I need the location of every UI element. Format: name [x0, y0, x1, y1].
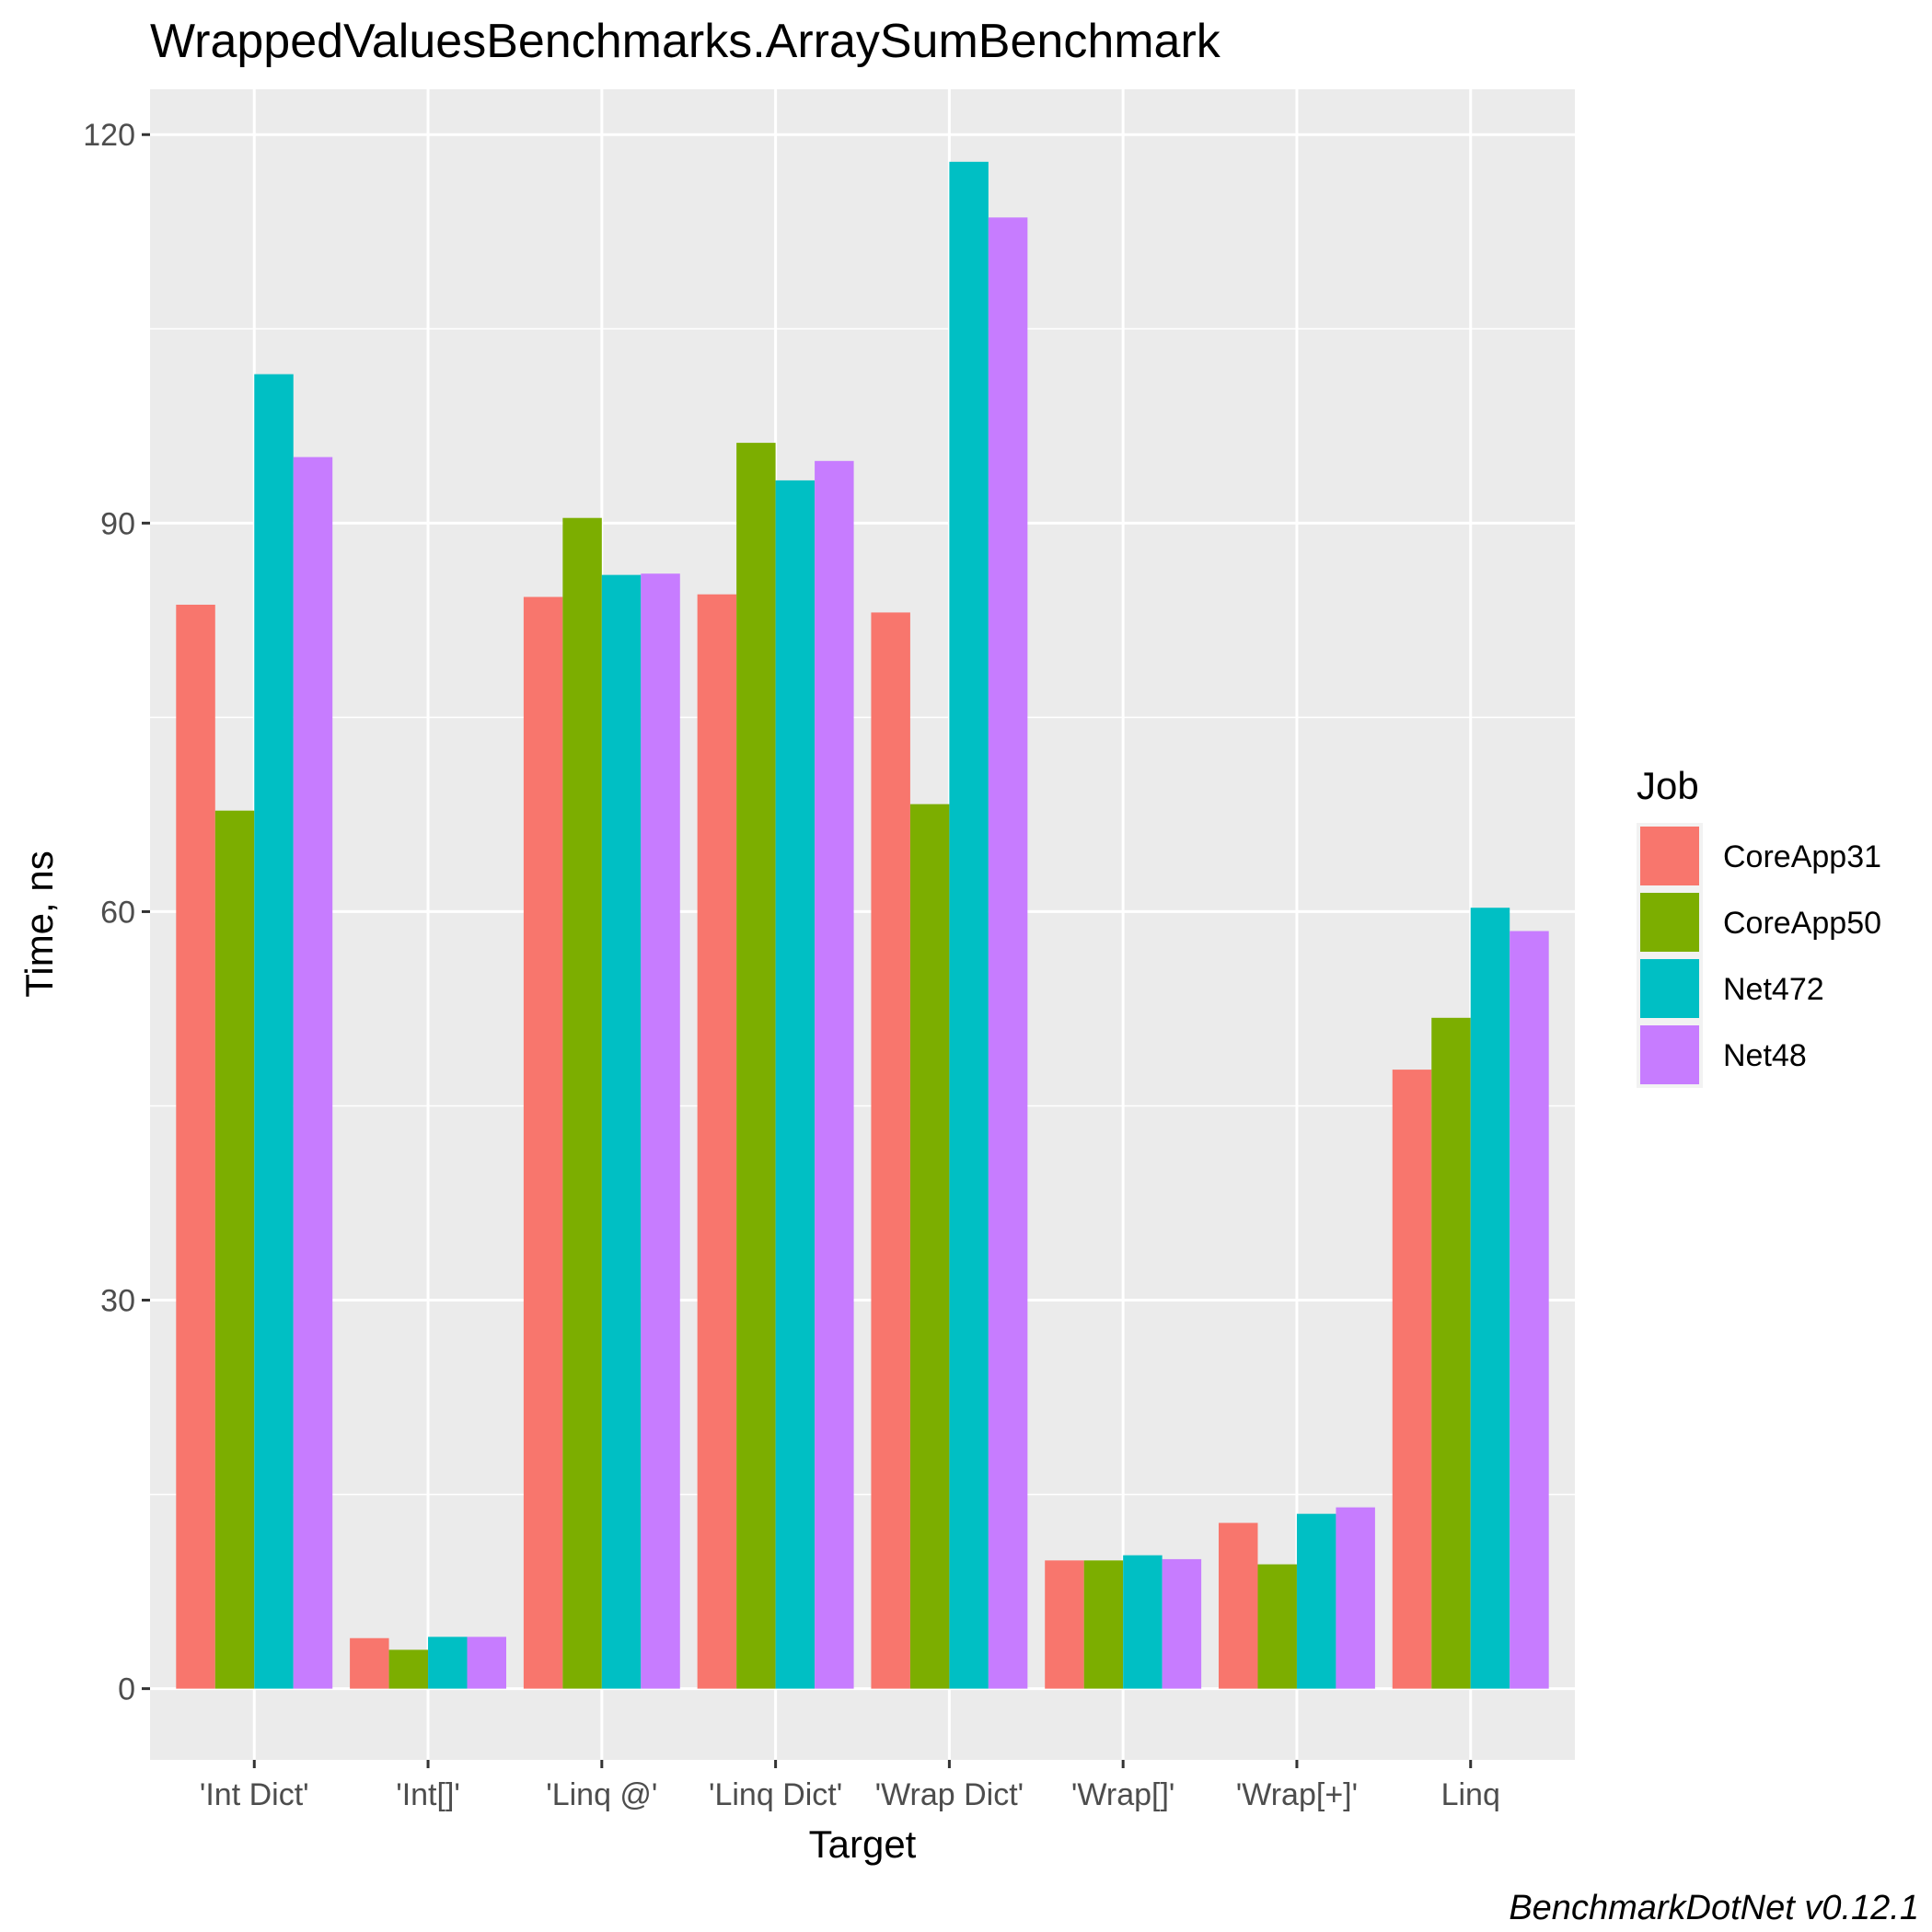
legend-swatch: [1640, 827, 1699, 885]
legend-label: Net472: [1723, 972, 1824, 1007]
bar: [1510, 931, 1549, 1689]
bar: [428, 1637, 468, 1689]
bar: [254, 374, 294, 1689]
bar: [1257, 1564, 1297, 1689]
bar: [523, 596, 563, 1689]
bar: [467, 1637, 506, 1689]
bar: [641, 573, 680, 1689]
bar: [1162, 1558, 1202, 1689]
chart-title: WrappedValuesBenchmarks.ArraySumBenchmar…: [150, 15, 1221, 68]
x-tick-label: 'Wrap[]': [1071, 1777, 1175, 1812]
bar: [350, 1637, 389, 1689]
bar: [1392, 1070, 1432, 1689]
bar: [388, 1649, 429, 1689]
plot-panel: [150, 89, 1575, 1760]
bars: [176, 161, 1549, 1689]
bar: [909, 804, 950, 1689]
legend-swatch: [1640, 893, 1699, 952]
x-axis-ticks: 'Int Dict' 'Int[]' 'Linq @' 'Linq Dict' 'Wra…: [200, 1760, 1500, 1812]
bar: [1470, 908, 1510, 1689]
legend-label: Net48: [1723, 1038, 1807, 1073]
bar: [988, 217, 1028, 1689]
bar: [736, 443, 776, 1689]
y-tick-label: 60: [100, 895, 135, 930]
legend-keys: CoreApp31 CoreApp50 Net472 Net48: [1637, 823, 1881, 1088]
x-axis-title: Target: [809, 1822, 917, 1866]
bar: [1336, 1507, 1375, 1689]
legend-label: CoreApp50: [1723, 906, 1881, 941]
bar: [1083, 1560, 1124, 1689]
bar: [775, 480, 816, 1689]
bar: [1045, 1560, 1084, 1689]
bar: [1296, 1513, 1336, 1689]
legend-swatch: [1640, 1025, 1699, 1084]
x-tick-label: 'Int Dict': [200, 1777, 309, 1812]
y-tick-label: 30: [100, 1284, 135, 1319]
legend-swatch: [1640, 959, 1699, 1018]
x-tick-label: 'Linq Dict': [709, 1777, 842, 1812]
bar: [601, 574, 642, 1689]
legend-title: Job: [1637, 764, 1699, 807]
bar: [949, 161, 989, 1689]
bar: [697, 594, 737, 1689]
bar: [1431, 1017, 1471, 1689]
y-tick-label: 90: [100, 506, 135, 541]
legend: Job CoreApp31 CoreApp50 Net472 Net48: [1637, 764, 1881, 1088]
bar: [214, 810, 255, 1689]
legend-label: CoreApp31: [1723, 839, 1881, 874]
y-axis-title: Time, ns: [17, 850, 61, 997]
bar: [293, 457, 333, 1689]
x-tick-label: 'Int[]': [396, 1777, 460, 1812]
y-tick-label: 120: [83, 118, 135, 153]
bar: [815, 460, 854, 1689]
x-tick-label: 'Wrap[+]': [1236, 1777, 1358, 1812]
bar: [176, 604, 215, 1689]
bar: [1123, 1555, 1163, 1689]
y-axis-ticks: 0 30 60 90 120: [83, 118, 150, 1707]
x-tick-label: 'Linq @': [546, 1777, 657, 1812]
minor-gridlines: [150, 328, 1575, 1496]
x-tick-label: 'Wrap Dict': [875, 1777, 1024, 1812]
y-tick-label: 0: [118, 1672, 135, 1707]
bar: [562, 517, 602, 1689]
bar: [1219, 1522, 1258, 1689]
x-tick-label: Linq: [1441, 1777, 1500, 1812]
bar: [871, 612, 910, 1689]
caption: BenchmarkDotNet v0.12.1: [1509, 1889, 1919, 1927]
